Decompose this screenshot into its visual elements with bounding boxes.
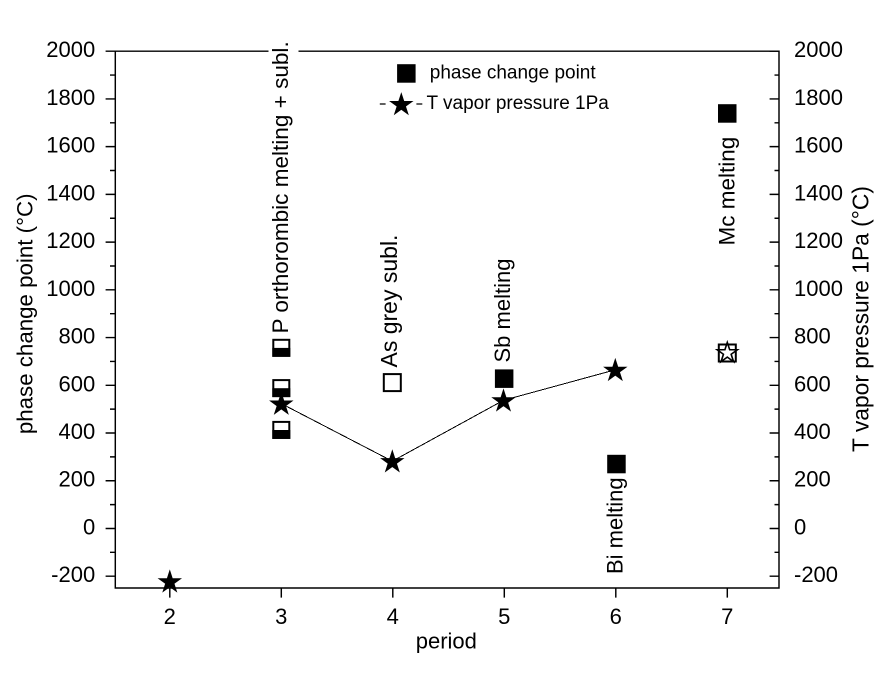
svg-text:Sb melting: Sb melting [490,259,515,363]
svg-text:200: 200 [794,467,831,492]
svg-text:1000: 1000 [46,276,95,301]
svg-text:Mc melting: Mc melting [714,137,739,246]
svg-text:1600: 1600 [46,133,95,158]
svg-text:1200: 1200 [46,228,95,253]
svg-text:1400: 1400 [794,180,843,205]
svg-text:2000: 2000 [46,37,95,62]
svg-text:phase change point: phase change point [430,63,597,84]
svg-text:1800: 1800 [794,85,843,110]
svg-text:3: 3 [275,604,287,629]
svg-text:400: 400 [794,419,831,444]
svg-text:2000: 2000 [794,37,843,62]
svg-text:4: 4 [387,604,399,629]
svg-text:period: period [416,629,477,654]
svg-text:-200: -200 [794,562,838,587]
svg-text:2: 2 [164,604,176,629]
svg-text:6: 6 [610,604,622,629]
svg-text:1200: 1200 [794,228,843,253]
svg-text:400: 400 [58,419,95,444]
svg-text:200: 200 [58,467,95,492]
svg-text:1800: 1800 [46,85,95,110]
svg-text:600: 600 [794,371,831,396]
svg-text:7: 7 [721,604,733,629]
svg-text:As grey subl.: As grey subl. [376,235,402,368]
svg-text:0: 0 [83,514,95,539]
svg-text:T vapor pressure 1Pa (°C): T vapor pressure 1Pa (°C) [848,186,874,452]
svg-text:800: 800 [58,324,95,349]
svg-text:T vapor pressure 1Pa: T vapor pressure 1Pa [427,93,610,114]
svg-text:1600: 1600 [794,133,843,158]
svg-text:600: 600 [58,371,95,396]
svg-text:phase change point (°C): phase change point (°C) [13,193,38,434]
svg-text:0: 0 [794,514,806,539]
svg-text:1000: 1000 [794,276,843,301]
svg-text:800: 800 [794,324,831,349]
svg-text:1400: 1400 [46,180,95,205]
svg-text:P orthorombic melting + subl.: P orthorombic melting + subl. [268,41,293,333]
svg-text:-200: -200 [51,562,95,587]
svg-text:Bi melting: Bi melting [603,477,628,574]
svg-text:5: 5 [498,604,510,629]
